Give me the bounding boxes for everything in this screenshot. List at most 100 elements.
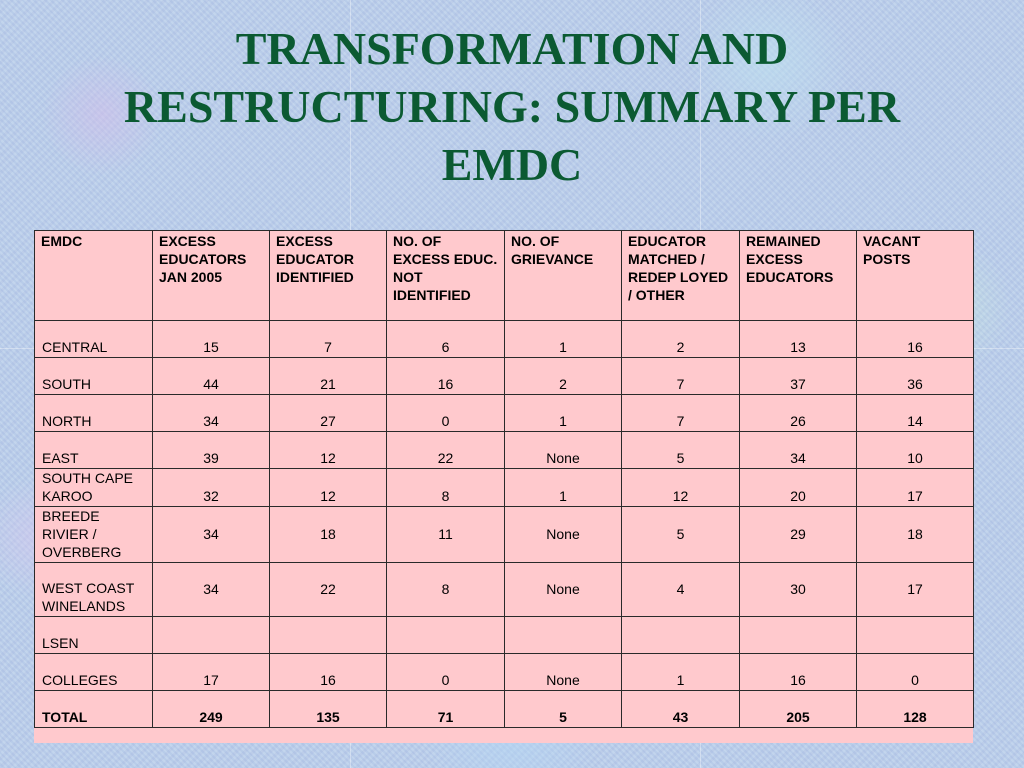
slide-title-line: RESTRUCTURING: SUMMARY PER — [123, 81, 901, 132]
table-cell: 26 — [739, 394, 857, 432]
slide-title-line: TRANSFORMATION AND — [235, 23, 789, 74]
table-row-lsen: LSEN — [34, 616, 974, 654]
table-cell: 135 — [269, 690, 387, 728]
table-row-colleges: COLLEGES 17 16 0 None 1 16 0 — [34, 653, 974, 691]
table-cell: 17 — [152, 653, 270, 691]
table-cell: 0 — [856, 653, 974, 691]
table-cell: 32 — [152, 468, 270, 507]
table-cell: 8 — [386, 562, 505, 617]
table-cell: 0 — [386, 653, 505, 691]
row-label: LSEN — [34, 616, 153, 654]
table-cell: 34 — [152, 506, 270, 563]
column-header-matched-redeployed: EDUCATOR MATCHED / REDEP LOYED / OTHER — [621, 230, 740, 321]
table-cell — [152, 616, 270, 654]
table-row-breede-rivier-overberg: BREEDE RIVIER / OVERBERG 34 18 11 None 5… — [34, 506, 974, 563]
column-header-grievance: NO. OF GRIEVANCE — [504, 230, 622, 321]
table-cell: 249 — [152, 690, 270, 728]
table-cell: 29 — [739, 506, 857, 563]
table-cell: 18 — [856, 506, 974, 563]
slide-title-line: EMDC — [441, 139, 583, 190]
table-cell: 16 — [269, 653, 387, 691]
table-cell: 17 — [856, 468, 974, 507]
table-cell: 71 — [386, 690, 505, 728]
table-row-south: SOUTH 44 21 16 2 7 37 36 — [34, 357, 974, 395]
table-cell: 14 — [856, 394, 974, 432]
row-label: TOTAL — [34, 690, 153, 728]
table-row-east: EAST 39 12 22 None 5 34 10 — [34, 431, 974, 469]
table-cell — [621, 616, 740, 654]
table-cell: 12 — [621, 468, 740, 507]
summary-table-panel: EMDC EXCESS EDUCATORS JAN 2005 EXCESS ED… — [34, 230, 974, 743]
table-header-row: EMDC EXCESS EDUCATORS JAN 2005 EXCESS ED… — [34, 230, 974, 321]
table-cell: 8 — [386, 468, 505, 507]
table-cell: 43 — [621, 690, 740, 728]
table-row-south-cape-karoo: SOUTH CAPE KAROO 32 12 8 1 12 20 17 — [34, 468, 974, 507]
table-cell: 5 — [504, 690, 622, 728]
column-header-emdc: EMDC — [34, 230, 153, 321]
table-cell: 15 — [152, 320, 270, 358]
table-cell: 34 — [739, 431, 857, 469]
table-cell — [386, 616, 505, 654]
table-cell: 6 — [386, 320, 505, 358]
table-row-central: CENTRAL 15 7 6 1 2 13 16 — [34, 320, 974, 358]
table-cell: 36 — [856, 357, 974, 395]
table-cell: 7 — [621, 394, 740, 432]
table-cell: 7 — [269, 320, 387, 358]
table-cell: None — [504, 431, 622, 469]
table-cell: 12 — [269, 431, 387, 469]
table-cell: 12 — [269, 468, 387, 507]
row-label: COLLEGES — [34, 653, 153, 691]
table-cell: 16 — [739, 653, 857, 691]
table-cell: 16 — [856, 320, 974, 358]
table-cell: None — [504, 653, 622, 691]
table-cell: 30 — [739, 562, 857, 617]
table-cell: 7 — [621, 357, 740, 395]
table-row-total: TOTAL 249 135 71 5 43 205 128 — [34, 690, 974, 728]
column-header-remained-excess: REMAINED EXCESS EDUCATORS — [739, 230, 857, 321]
emdc-summary-table: EMDC EXCESS EDUCATORS JAN 2005 EXCESS ED… — [34, 230, 974, 728]
table-cell: 22 — [386, 431, 505, 469]
table-cell: 11 — [386, 506, 505, 563]
table-cell: 22 — [269, 562, 387, 617]
table-cell: None — [504, 506, 622, 563]
table-cell — [739, 616, 857, 654]
table-cell: 205 — [739, 690, 857, 728]
table-cell: 18 — [269, 506, 387, 563]
slide-title: TRANSFORMATION AND RESTRUCTURING: SUMMAR… — [40, 20, 984, 194]
table-row-north: NORTH 34 27 0 1 7 26 14 — [34, 394, 974, 432]
table-cell: None — [504, 562, 622, 617]
table-cell: 2 — [621, 320, 740, 358]
table-cell: 44 — [152, 357, 270, 395]
row-label: SOUTH CAPE KAROO — [34, 468, 153, 507]
row-label: SOUTH — [34, 357, 153, 395]
row-label: CENTRAL — [34, 320, 153, 358]
table-cell: 5 — [621, 506, 740, 563]
table-cell: 34 — [152, 394, 270, 432]
table-row-west-coast-winelands: WEST COAST WINELANDS 34 22 8 None 4 30 1… — [34, 562, 974, 617]
table-cell: 37 — [739, 357, 857, 395]
row-label: WEST COAST WINELANDS — [34, 562, 153, 617]
table-cell: 1 — [621, 653, 740, 691]
table-cell: 0 — [386, 394, 505, 432]
table-cell — [856, 616, 974, 654]
row-label: NORTH — [34, 394, 153, 432]
column-header-excess-educators-jan-2005: EXCESS EDUCATORS JAN 2005 — [152, 230, 270, 321]
table-cell: 39 — [152, 431, 270, 469]
table-cell: 17 — [856, 562, 974, 617]
table-cell — [269, 616, 387, 654]
table-cell: 1 — [504, 320, 622, 358]
table-cell: 20 — [739, 468, 857, 507]
table-cell: 34 — [152, 562, 270, 617]
table-cell: 1 — [504, 394, 622, 432]
table-cell: 5 — [621, 431, 740, 469]
table-cell: 2 — [504, 357, 622, 395]
column-header-vacant-posts: VACANT POSTS — [856, 230, 974, 321]
table-cell: 13 — [739, 320, 857, 358]
column-header-excess-educator-identified: EXCESS EDUCATOR IDENTIFIED — [269, 230, 387, 321]
table-cell: 4 — [621, 562, 740, 617]
column-header-excess-not-identified: NO. OF EXCESS EDUC. NOT IDENTIFIED — [386, 230, 505, 321]
table-cell: 21 — [269, 357, 387, 395]
row-label: BREEDE RIVIER / OVERBERG — [34, 506, 153, 563]
table-cell: 128 — [856, 690, 974, 728]
table-cell: 10 — [856, 431, 974, 469]
